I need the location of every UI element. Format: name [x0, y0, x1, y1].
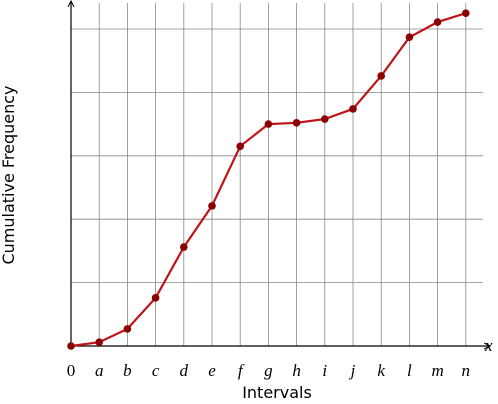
- x-tick-label: a: [95, 361, 104, 380]
- point: [405, 33, 414, 42]
- x-tick-label: l: [407, 361, 412, 380]
- x-tick-label: i: [322, 361, 327, 380]
- point: [462, 9, 470, 17]
- y-axis-label: Cumulative Frequency: [0, 85, 18, 264]
- point: [123, 325, 132, 333]
- point: [208, 202, 216, 210]
- point: [292, 119, 301, 127]
- x-tick-label: n: [462, 361, 471, 380]
- point: [67, 342, 75, 350]
- point: [95, 338, 103, 346]
- point: [180, 243, 188, 251]
- x-tick-label: e: [208, 361, 216, 380]
- grid: [71, 3, 483, 347]
- point: [321, 115, 329, 123]
- x-tick-label: m: [431, 361, 443, 380]
- x-tick-label: h: [292, 361, 301, 380]
- point: [151, 294, 160, 302]
- point: [349, 105, 357, 113]
- point: [377, 72, 386, 80]
- x-tick-label: c: [152, 361, 160, 380]
- x-tick-label: j: [349, 361, 356, 380]
- x-tick-label: g: [264, 361, 273, 380]
- point: [264, 120, 273, 128]
- x-tick-label: 0: [67, 361, 76, 380]
- point: [236, 142, 244, 151]
- x-tick-label: b: [123, 361, 132, 380]
- x-tick-label: f: [238, 361, 245, 380]
- x-tick-label: k: [377, 361, 385, 380]
- point: [433, 18, 442, 26]
- x-axis-symbol: x: [484, 336, 493, 355]
- x-tick-label: d: [180, 361, 189, 380]
- x-axis-label: Intervals: [242, 383, 312, 402]
